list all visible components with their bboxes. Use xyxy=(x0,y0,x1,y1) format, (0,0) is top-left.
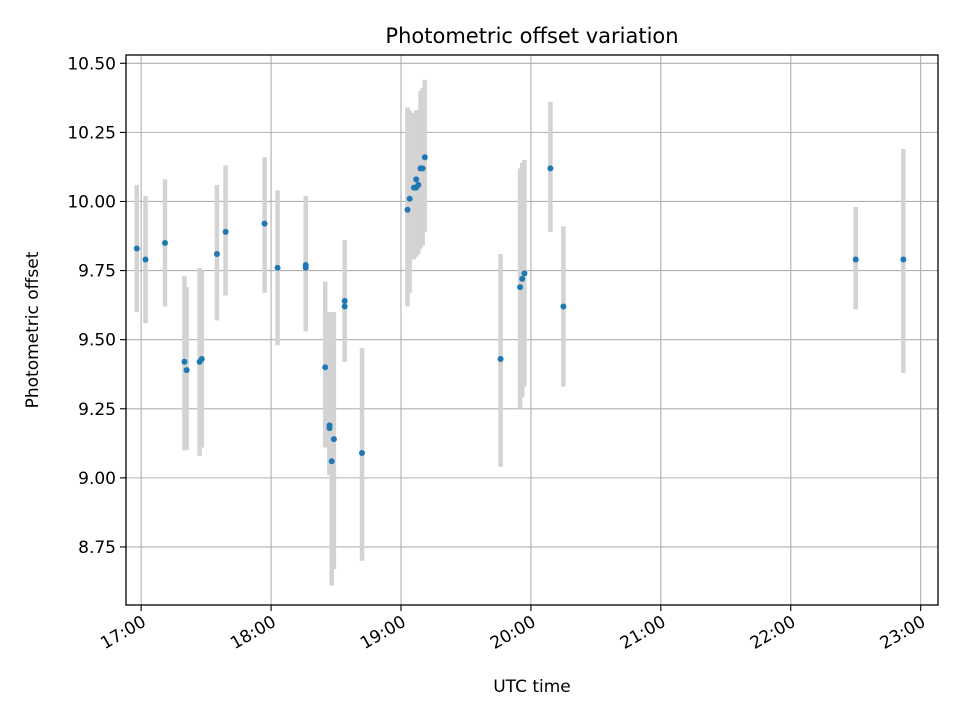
plot-frame xyxy=(125,54,939,606)
data-point xyxy=(341,303,348,310)
data-point xyxy=(142,256,149,263)
data-point xyxy=(183,367,190,374)
data-point xyxy=(274,264,281,271)
data-point xyxy=(560,303,567,310)
data-point xyxy=(341,297,348,304)
data-point xyxy=(517,284,524,291)
data-point xyxy=(328,458,335,465)
data-point xyxy=(521,270,528,277)
y-tick-label: 9.50 xyxy=(78,331,116,351)
data-point xyxy=(547,165,554,172)
data-point xyxy=(133,245,140,252)
y-tick-label: 8.75 xyxy=(78,538,116,558)
data-point xyxy=(181,358,188,365)
data-point xyxy=(497,356,504,363)
data-point xyxy=(359,449,366,456)
data-point xyxy=(415,181,422,188)
y-tick-label: 9.25 xyxy=(78,400,116,420)
data-point xyxy=(330,436,337,443)
data-point xyxy=(419,165,426,172)
y-tick-label: 10.25 xyxy=(67,123,116,143)
data-point xyxy=(261,220,268,227)
data-point xyxy=(222,228,229,235)
data-point xyxy=(900,256,907,263)
y-tick-label: 10.50 xyxy=(67,54,116,74)
data-point xyxy=(519,275,526,282)
data-point xyxy=(302,264,309,271)
y-tick-label: 9.00 xyxy=(78,469,116,489)
data-point xyxy=(404,206,411,213)
data-point xyxy=(406,195,413,202)
data-point xyxy=(213,250,220,257)
chart-title: Photometric offset variation xyxy=(385,24,678,48)
data-point xyxy=(413,176,420,183)
data-point xyxy=(161,239,168,246)
y-axis-ticks: 8.75 9.00 9.25 9.50 9.75 10.00 10.25 10.50 xyxy=(67,54,126,558)
data-point xyxy=(322,364,329,371)
y-tick-label: 10.00 xyxy=(67,192,116,212)
data-point xyxy=(198,356,205,363)
data-points xyxy=(133,154,907,465)
grid xyxy=(126,55,938,605)
data-point xyxy=(421,154,428,161)
x-axis-label: UTC time xyxy=(493,677,571,697)
y-axis-label: Photometric offset xyxy=(23,251,43,408)
data-point xyxy=(326,425,333,432)
data-point xyxy=(852,256,859,263)
y-tick-label: 9.75 xyxy=(78,262,116,282)
